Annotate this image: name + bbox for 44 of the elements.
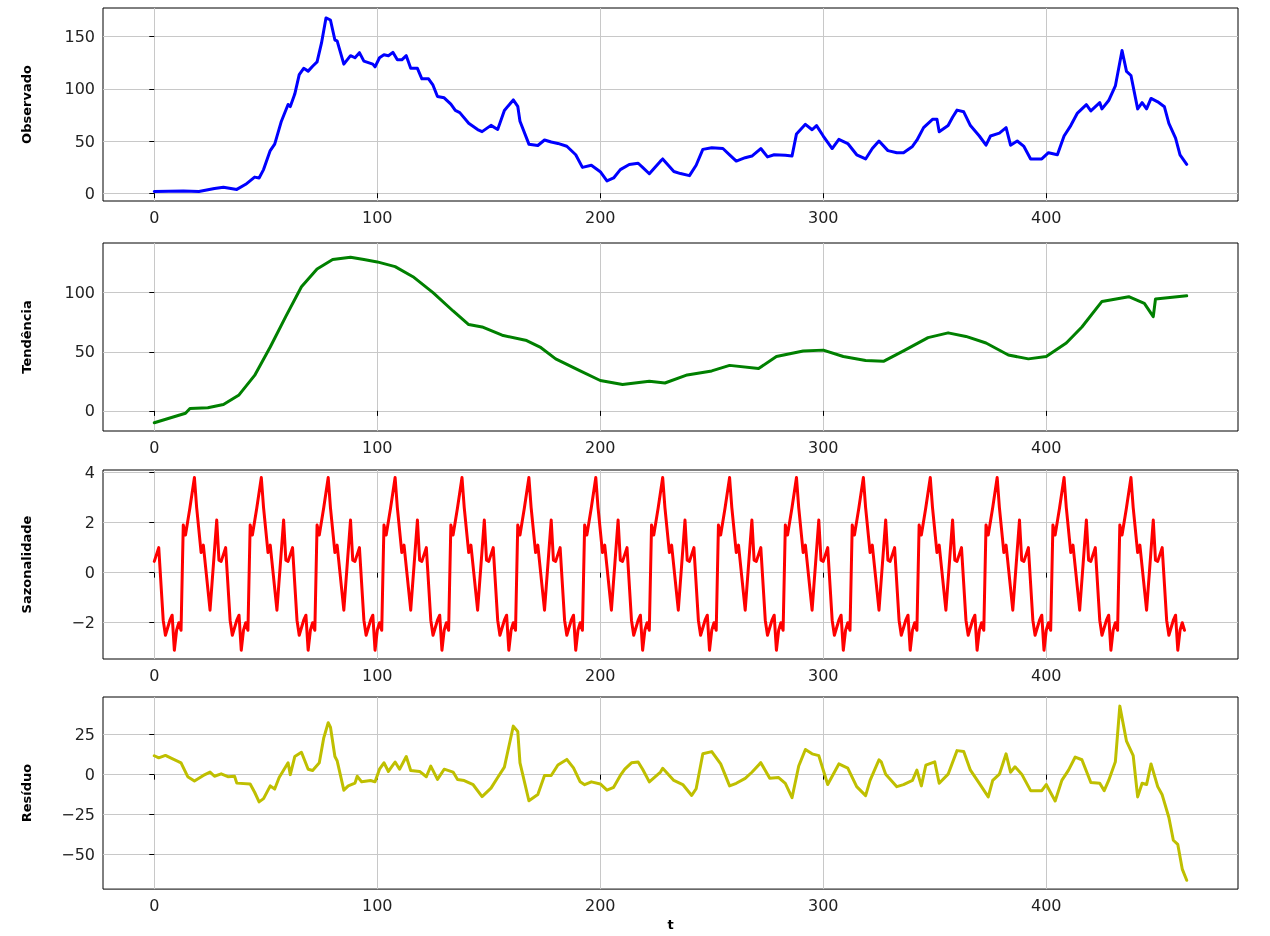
y-axis-title: Observado (19, 65, 34, 144)
y-tick-label: 100 (64, 283, 95, 303)
y-tick-label: 50 (74, 131, 95, 151)
line-series (152, 476, 1186, 652)
x-tick-label: 200 (584, 665, 616, 685)
x-tick-label: 200 (584, 895, 616, 915)
y-axis-title: Tendência (19, 300, 34, 374)
y-axis-title: Resíduo (19, 763, 34, 823)
x-tick-label: 400 (1030, 665, 1062, 685)
x-tick-label: 100 (362, 437, 393, 457)
x-tick-label: 300 (807, 437, 839, 457)
x-tick-label: 300 (807, 207, 839, 227)
y-tick-label: −25 (61, 805, 95, 825)
x-tick-label: 400 (1030, 437, 1062, 457)
line-series (152, 255, 1189, 425)
y-tick-label: −2 (71, 613, 95, 633)
x-tick-label: 0 (149, 437, 160, 457)
y-tick-label: −50 (61, 845, 95, 865)
x-tick-label: 400 (1030, 207, 1062, 227)
y-tick-label: 100 (64, 79, 95, 99)
line-series (152, 704, 1189, 882)
y-tick-label: 50 (74, 342, 95, 362)
x-axis-title: t (667, 917, 674, 932)
x-tick-label: 300 (807, 895, 839, 915)
y-tick-label: 0 (84, 563, 95, 583)
x-tick-label: 100 (362, 665, 393, 685)
x-tick-label: 100 (362, 207, 393, 227)
x-tick-label: 0 (149, 895, 160, 915)
y-tick-label: 0 (84, 401, 95, 421)
x-tick-label: 200 (584, 437, 616, 457)
y-tick-label: 25 (74, 725, 95, 745)
x-tick-label: 0 (149, 207, 160, 227)
y-tick-label: 150 (64, 27, 95, 47)
x-tick-label: 400 (1030, 895, 1062, 915)
y-tick-label: 0 (84, 183, 95, 203)
x-tick-label: 100 (362, 895, 393, 915)
y-tick-label: 4 (84, 463, 95, 482)
y-tick-label: 2 (84, 513, 95, 533)
line-series (152, 16, 1189, 194)
y-axis-title: Sazonalidade (19, 515, 34, 614)
x-tick-label: 200 (584, 207, 616, 227)
y-tick-label: 0 (84, 765, 95, 785)
x-tick-label: 300 (807, 665, 839, 685)
x-tick-label: 0 (149, 665, 160, 685)
